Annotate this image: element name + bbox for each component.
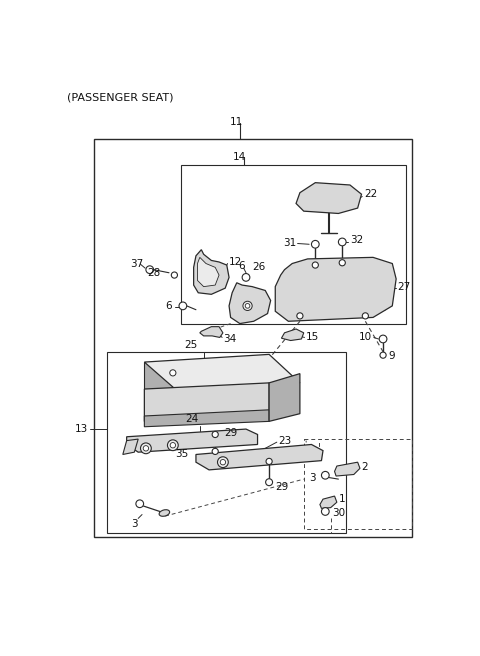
Polygon shape (144, 410, 269, 427)
Text: 27: 27 (398, 281, 411, 292)
Bar (304, 439, 411, 529)
Bar (94, 139, 412, 537)
Circle shape (170, 443, 176, 448)
Polygon shape (229, 283, 271, 323)
Polygon shape (144, 383, 269, 421)
Circle shape (379, 335, 387, 343)
Text: 15: 15 (306, 332, 319, 342)
Circle shape (146, 266, 154, 274)
Circle shape (338, 238, 346, 246)
Polygon shape (196, 445, 323, 470)
Text: 11: 11 (229, 117, 242, 127)
Ellipse shape (159, 510, 169, 516)
Polygon shape (144, 354, 300, 389)
Circle shape (380, 352, 386, 358)
Text: (PASSENGER SEAT): (PASSENGER SEAT) (67, 92, 174, 102)
Circle shape (143, 445, 149, 451)
Text: 22: 22 (364, 189, 377, 199)
Text: 3: 3 (131, 519, 138, 529)
Circle shape (312, 262, 318, 268)
Circle shape (312, 240, 319, 248)
Circle shape (362, 313, 369, 319)
Text: 26: 26 (252, 262, 265, 272)
Text: 24: 24 (185, 414, 199, 424)
Circle shape (171, 272, 178, 278)
Circle shape (245, 304, 250, 308)
Polygon shape (197, 257, 219, 287)
Circle shape (339, 260, 345, 266)
Text: 3: 3 (309, 472, 315, 483)
Text: 29: 29 (225, 428, 238, 438)
Circle shape (265, 479, 273, 485)
Bar (180, 165, 406, 323)
Polygon shape (200, 327, 223, 337)
Text: 32: 32 (350, 236, 363, 245)
Circle shape (170, 370, 176, 376)
Circle shape (266, 459, 272, 464)
Circle shape (141, 443, 151, 454)
Text: 35: 35 (175, 449, 189, 459)
Text: 9: 9 (388, 351, 395, 361)
Circle shape (322, 472, 329, 479)
Text: 10: 10 (359, 332, 372, 342)
Circle shape (242, 274, 250, 281)
Text: 6: 6 (238, 261, 245, 271)
Polygon shape (275, 257, 396, 321)
Circle shape (212, 432, 218, 438)
Text: 29: 29 (275, 482, 288, 492)
Text: 30: 30 (332, 508, 346, 518)
Circle shape (136, 500, 144, 508)
Polygon shape (320, 496, 337, 508)
Text: 12: 12 (229, 257, 242, 267)
Text: 13: 13 (75, 424, 88, 434)
Text: 1: 1 (338, 494, 345, 504)
Bar (108, 352, 346, 533)
Text: 14: 14 (233, 152, 246, 162)
Polygon shape (281, 329, 304, 340)
Polygon shape (193, 250, 229, 295)
Text: 6: 6 (165, 301, 172, 311)
Circle shape (297, 313, 303, 319)
Text: 34: 34 (223, 334, 236, 344)
Text: 23: 23 (278, 436, 291, 445)
Polygon shape (335, 462, 360, 476)
Text: 2: 2 (361, 462, 368, 472)
Circle shape (220, 459, 226, 465)
Polygon shape (144, 362, 175, 389)
Circle shape (322, 508, 329, 516)
Polygon shape (269, 374, 300, 421)
Circle shape (217, 457, 228, 468)
Circle shape (212, 448, 218, 455)
Circle shape (179, 302, 187, 310)
Polygon shape (296, 182, 361, 213)
Text: 25: 25 (184, 340, 197, 350)
Circle shape (243, 301, 252, 310)
Polygon shape (127, 429, 258, 452)
Text: 28: 28 (147, 268, 161, 277)
Circle shape (168, 440, 178, 451)
Text: 31: 31 (283, 237, 296, 248)
Text: 37: 37 (131, 258, 144, 268)
Polygon shape (123, 439, 138, 455)
